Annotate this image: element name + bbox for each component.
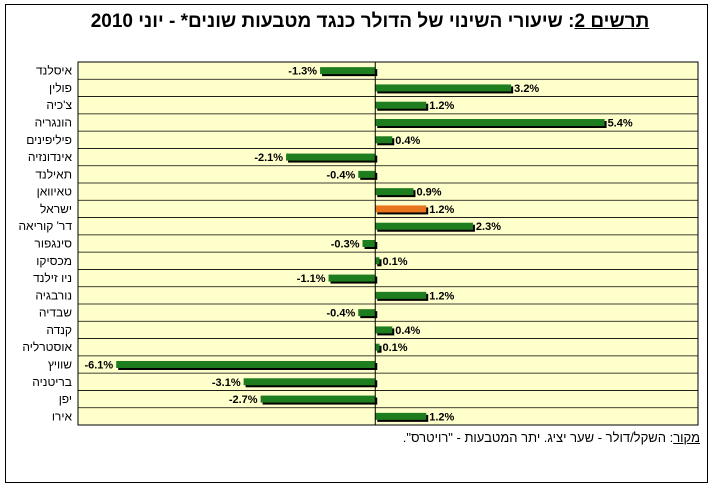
category-label: אירו [52, 409, 73, 423]
category-label: הונגריה [35, 116, 72, 130]
bar [375, 326, 393, 334]
bar [375, 222, 473, 230]
bar [260, 395, 376, 403]
value-label: -1.3% [288, 66, 317, 78]
value-label: 0.1% [383, 342, 408, 354]
value-label: -2.7% [229, 394, 258, 406]
category-label: ניו זילנד [33, 271, 72, 285]
category-label: פולין [49, 81, 72, 95]
bar [375, 205, 427, 213]
value-label: 0.4% [395, 325, 420, 337]
bar [375, 343, 380, 351]
category-label: סינגפור [34, 237, 72, 251]
category-label: מכסיקו [36, 254, 72, 268]
value-label: 3.2% [514, 83, 539, 95]
bar [375, 188, 414, 196]
bar [375, 291, 427, 299]
category-label: שוויץ [48, 358, 72, 372]
category-label: שבדיה [39, 306, 72, 320]
category-label: נורבגיה [35, 288, 72, 302]
category-label: טאיוואן [37, 185, 73, 199]
bar [375, 101, 427, 109]
bar [243, 378, 376, 386]
chart-title: תרשים 2: שיעורי השינוי של הדולר כנגד מטב… [90, 10, 650, 34]
value-label: 0.9% [416, 187, 441, 199]
category-label: אינדונזיה [28, 150, 73, 164]
bar [320, 67, 376, 75]
value-label: -1.1% [297, 273, 326, 285]
value-label: 0.1% [383, 256, 408, 268]
chart-title-label: תרשים 2 [574, 11, 650, 32]
value-label: 5.4% [608, 118, 633, 130]
category-label: צ'כיה [46, 98, 72, 112]
value-label: 1.2% [429, 100, 454, 112]
value-label: 1.2% [429, 204, 454, 216]
source-text: : השקל/דולר - שער יציג. יתר המטבעות - "ר… [402, 430, 674, 445]
bar [375, 119, 605, 126]
value-label: -0.4% [327, 308, 356, 320]
bar [375, 257, 380, 265]
value-label: 0.4% [395, 135, 420, 147]
category-label: יפן [59, 392, 72, 406]
value-label: -6.1% [84, 360, 113, 372]
category-label: פיליפינים [26, 133, 72, 147]
value-label: 2.3% [476, 221, 501, 233]
category-label: דר' קוריאה [18, 219, 72, 233]
category-label: ישראל [40, 202, 72, 216]
value-label: -0.3% [331, 239, 360, 251]
bar [375, 136, 393, 144]
chart-title-text: : שיעורי השינוי של הדולר כנגד מטבעות שונ… [90, 11, 575, 32]
category-label: בריטניה [32, 375, 72, 389]
category-label: קנדה [46, 323, 72, 337]
plot-area [77, 61, 699, 426]
bar [362, 240, 376, 247]
value-label: 1.2% [429, 411, 454, 423]
value-label: -3.1% [212, 377, 241, 389]
source-label: מקור [673, 430, 700, 445]
category-label: תאילנד [35, 167, 72, 181]
bar [375, 84, 512, 92]
bar [116, 361, 376, 368]
bar [358, 309, 376, 317]
bar [328, 274, 376, 282]
bar [375, 412, 427, 420]
bar [286, 153, 376, 161]
category-label: אוסטרליה [22, 340, 72, 354]
value-label: -2.1% [254, 152, 283, 164]
value-label: 1.2% [429, 290, 454, 302]
bar [358, 170, 376, 178]
source-note: מקור: השקל/דולר - שער יציג. יתר המטבעות … [360, 430, 700, 445]
category-label: איסלנד [36, 64, 72, 78]
value-label: -0.4% [327, 169, 356, 181]
